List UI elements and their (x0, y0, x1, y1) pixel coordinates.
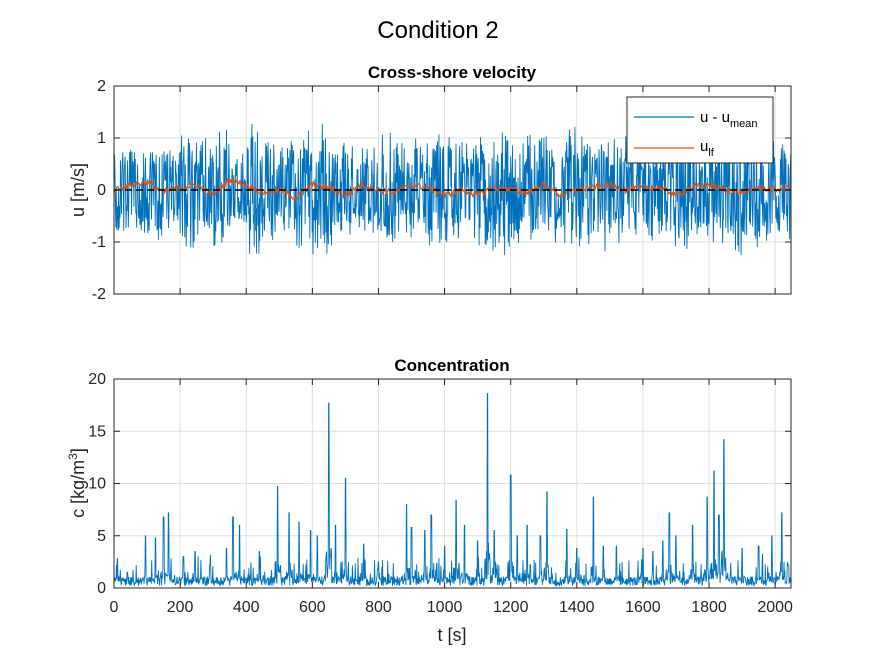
velocity-axes-frame (113, 85, 792, 295)
concentration-y-axis-label: c [kg/m3] (66, 448, 88, 518)
y-tick-label: 0 (97, 580, 106, 597)
legend-label-ulf: ulf (700, 138, 715, 159)
x-tick-label: 1200 (493, 599, 529, 616)
concentration-y-tick-labels: 0 5 10 15 20 (88, 371, 106, 597)
concentration-panel: Concentration 0 5 10 15 20 0 200 400 600 800 1000… (66, 356, 793, 645)
concentration-grid (113, 378, 791, 589)
concentration-series (113, 393, 792, 588)
x-tick-label: 1800 (691, 599, 727, 616)
y-tick-label: 20 (88, 371, 106, 388)
axes-box (113, 378, 792, 589)
series-concentration-line (113, 393, 792, 588)
y-tick-label: 1 (97, 130, 106, 147)
velocity-legend: u - umean ulf (626, 96, 774, 164)
velocity-panel: Cross-shore velocity -2 -1 0 1 2 u [m/s] u -… (68, 63, 792, 303)
y-tick-label: 15 (88, 423, 106, 440)
y-tick-label: -2 (92, 286, 106, 303)
concentration-panel-title: Concentration (394, 356, 509, 375)
time-x-axis-label: t [s] (437, 625, 466, 645)
x-tick-label: 2000 (757, 599, 793, 616)
series-ulf-line (113, 177, 791, 202)
velocity-y-axis-label: u [m/s] (68, 163, 88, 217)
axes-box (113, 85, 792, 295)
x-tick-label: 0 (110, 599, 119, 616)
figure-title: Condition 2 (377, 17, 498, 44)
velocity-y-tick-labels: -2 -1 0 1 2 (92, 78, 106, 303)
x-tick-label: 800 (365, 599, 392, 616)
x-tick-label: 1000 (427, 599, 463, 616)
x-tick-label: 1400 (559, 599, 595, 616)
x-tick-label: 1600 (625, 599, 661, 616)
y-tick-label: 2 (97, 78, 106, 95)
concentration-axes-frame (113, 378, 792, 589)
y-tick-label: 5 (97, 528, 106, 545)
concentration-x-tick-labels: 0 200 400 600 800 1000 1200 1400 1600 1800 2000 (110, 599, 793, 616)
x-tick-label: 600 (299, 599, 326, 616)
x-tick-label: 200 (167, 599, 194, 616)
y-tick-label: -1 (92, 234, 106, 251)
y-tick-label: 0 (97, 182, 106, 199)
x-tick-label: 400 (233, 599, 260, 616)
y-tick-label: 10 (88, 476, 106, 493)
legend-label-u-umean: u - umean (700, 109, 758, 130)
velocity-panel-title: Cross-shore velocity (368, 63, 537, 82)
